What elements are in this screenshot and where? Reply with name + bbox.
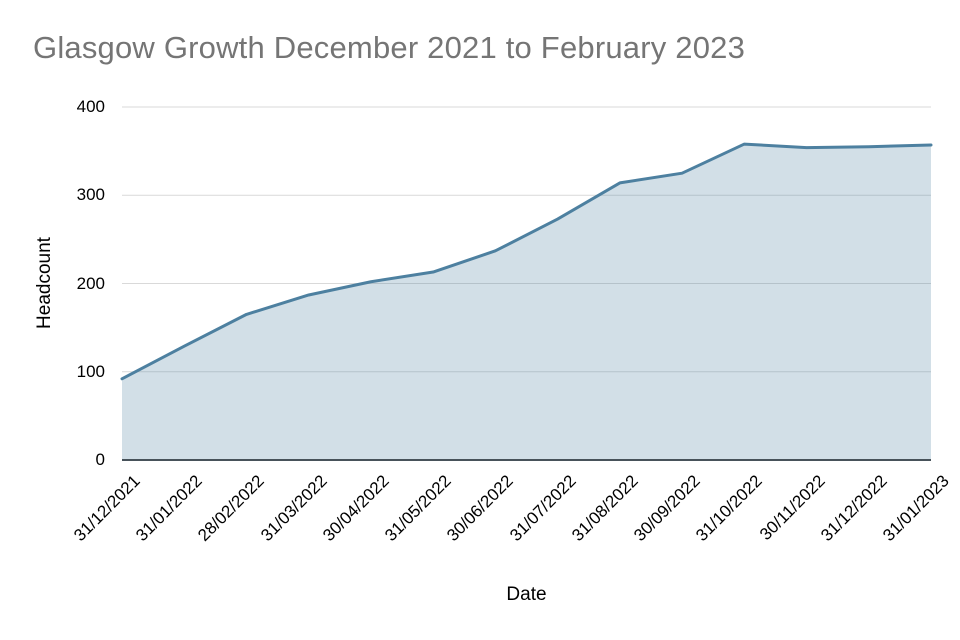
area-fill [122,144,931,460]
y-tick-label: 400 [76,97,105,116]
series-line [120,142,933,381]
y-tick-label: 100 [76,361,105,381]
chart-title: Glasgow Growth December 2021 to February… [33,30,746,65]
x-axis-title: Date [506,584,547,605]
y-axis-title: Headcount [34,237,55,329]
y-tick-label: 200 [76,273,105,293]
y-tick-label: 0 [95,450,105,469]
y-tick-label: 300 [76,185,105,205]
